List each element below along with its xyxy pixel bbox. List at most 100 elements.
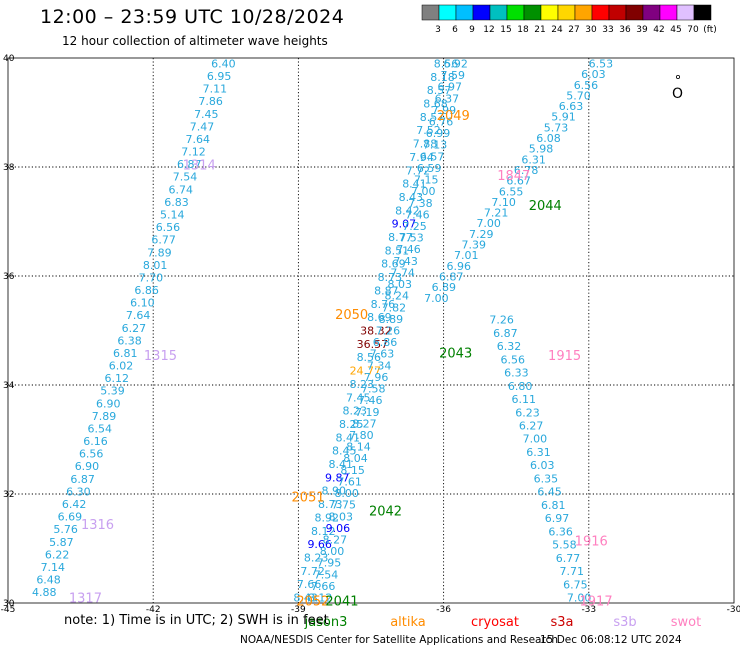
s3a-swh-value: 6.32 [497, 340, 522, 353]
s3b-swh-value: 7.47 [190, 120, 215, 133]
s3b-swh-value: 7.54 [173, 171, 198, 184]
cryosat-swh-value: 7.29 [469, 228, 494, 241]
pass-number-label: 2049 [437, 109, 470, 124]
altika-swh-value: 7.19 [355, 406, 380, 419]
legend-s3a: s3a [550, 615, 573, 630]
s3b-swh-value: 6.56 [156, 221, 181, 234]
colorbar-swatch [625, 4, 644, 21]
colorbar-swatch [421, 4, 440, 21]
cryosat-swh-value: 7.39 [461, 239, 486, 252]
cryosat-swh-value: 6.89 [432, 281, 457, 294]
s3b-swh-value: 6.30 [66, 485, 91, 498]
altika-swh-value: 8.15 [340, 464, 365, 477]
altika-swh-value: 8.89 [379, 313, 404, 326]
pass-number-label: 1916 [575, 534, 608, 549]
altika-swh-value: 7.96 [364, 371, 389, 384]
jason3-swh-value: 7.72 [406, 164, 431, 177]
jason3-swh-value: 8.56 [357, 351, 382, 364]
s3b-swh-value: 6.38 [117, 334, 142, 347]
jason3-swh-value: 8.90 [321, 485, 346, 498]
jason3-swh-value: 38.32 [360, 325, 392, 338]
s3b-swh-value: 7.70 [139, 271, 164, 284]
jason3-swh-value: 8.23 [304, 551, 329, 564]
jason3-swh-value: 8.77 [388, 231, 413, 244]
y-tick-label: 34 [3, 381, 15, 391]
altika-swh-value: 8.04 [343, 452, 368, 465]
altika-swh-value: 7.26 [376, 325, 401, 338]
altika-swh-value: 7.61 [337, 475, 362, 488]
s3b-swh-value: 6.22 [45, 548, 70, 561]
s3b-swh-value: 6.12 [105, 372, 130, 385]
s3b-swh-value: 6.81 [113, 347, 138, 360]
jason3-swh-value: 7.66 [297, 578, 322, 591]
s3b-swh-value: 7.64 [186, 133, 211, 146]
colorbar-label: 18 [517, 25, 529, 35]
colorbar-label: 24 [551, 25, 563, 35]
s3a-swh-value: 6.35 [534, 472, 559, 485]
jason3-swh-value: 8.41 [329, 458, 354, 471]
s3b-swh-value: 6.90 [96, 397, 121, 410]
s3b-swh-value: 7.89 [147, 246, 172, 259]
s3b-swh-value: 6.69 [58, 511, 83, 524]
s3b-swh-value: 7.45 [194, 108, 219, 121]
s3a-swh-value: 6.33 [504, 367, 529, 380]
colorbar-label: (ft) [703, 25, 717, 35]
s3a-swh-value: 6.23 [515, 406, 540, 419]
altika-swh-value: 6.97 [438, 81, 463, 94]
pass-number-label: 2052 [296, 594, 329, 609]
x-tick-label: -45 [1, 605, 16, 615]
s3b-swh-value: 7.64 [126, 309, 151, 322]
altika-swh-value: 7.54 [314, 568, 339, 581]
s3a-swh-value: 6.87 [493, 327, 518, 340]
s3b-swh-value: 7.86 [198, 95, 223, 108]
altika-swh-value: 7.82 [382, 301, 407, 314]
altika-swh-value: 6.92 [443, 57, 468, 70]
s3a-swh-value: 6.75 [563, 578, 588, 591]
s3b-swh-value: 6.10 [130, 297, 155, 310]
pass-number-label: 1915 [548, 349, 581, 364]
colorbar-swatch [693, 4, 712, 21]
altika-swh-value: 6.76 [429, 116, 454, 129]
cryosat-swh-value: 6.87 [439, 270, 464, 283]
jason3-swh-value: 7.88 [413, 138, 438, 151]
cryosat-swh-value: 7.01 [454, 249, 479, 262]
jason3-swh-value: 9.66 [307, 538, 332, 551]
s3a-swh-value: 6.31 [526, 446, 551, 459]
jason3-swh-value: 8.56 [434, 57, 459, 70]
jason3-swh-value: 8.68 [423, 98, 448, 111]
cryosat-swh-value: 7.21 [484, 207, 509, 220]
y-tick-label: 40 [3, 54, 15, 64]
colorbar-label: 42 [653, 25, 664, 35]
altika-swh-value: 8.00 [320, 545, 345, 558]
altika-swh-value: 7.99 [432, 104, 457, 117]
colorbar-swatch [438, 4, 457, 21]
islet-icon [676, 75, 681, 80]
jason3-swh-value: 8.41 [402, 178, 427, 191]
altika-swh-value: 7.15 [414, 174, 439, 187]
colorbar-label: 45 [670, 25, 681, 35]
altika-swh-value: 7.66 [311, 580, 336, 593]
s3b-swh-value: 6.54 [87, 422, 112, 435]
pass-number-label: 1917 [580, 594, 613, 609]
pass-number-label: 1315 [144, 349, 177, 364]
jason3-swh-value: 7.94 [409, 151, 434, 164]
jason3-swh-value: 8.92 [314, 511, 339, 524]
cryosat-swh-value: 6.63 [559, 100, 584, 113]
cryosat-swh-value: 6.55 [499, 185, 524, 198]
s3a-swh-value: 7.00 [523, 433, 548, 446]
colorbar-label: 6 [452, 25, 458, 35]
cryosat-swh-value: 6.03 [581, 68, 606, 81]
jason3-swh-value: 8.51 [385, 244, 410, 257]
jason3-swh-value: 8.45 [332, 445, 357, 458]
jason3-swh-value: 8.43 [293, 592, 318, 605]
jason3-swh-value: 8.73 [318, 498, 343, 511]
altika-swh-value: 8.14 [346, 441, 371, 454]
s3b-swh-value: 6.42 [62, 498, 87, 511]
jason3-swh-value: 8.57 [420, 111, 445, 124]
s3a-swh-value: 6.80 [508, 380, 533, 393]
jason3-swh-value: 24.77 [350, 365, 382, 378]
colorbar-label: 70 [687, 25, 699, 35]
cryosat-swh-value: 6.08 [536, 132, 561, 145]
